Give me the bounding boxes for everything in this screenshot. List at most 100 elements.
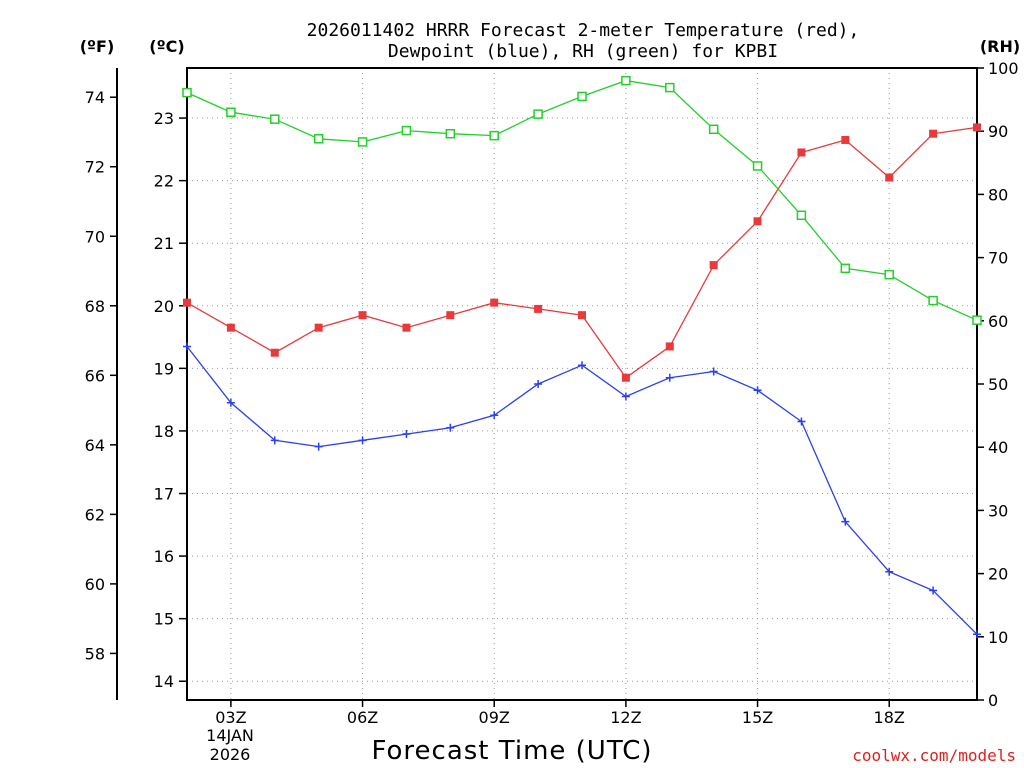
celsius-tick-label: 14 [154, 672, 174, 691]
chart-title-line-1: 2026011402 HRRR Forecast 2-meter Tempera… [307, 20, 860, 41]
site-credit: coolwx.com/models [852, 746, 1016, 765]
dewpoint-point [226, 398, 235, 407]
temperature-point [753, 217, 762, 226]
dewpoint-point [578, 361, 586, 370]
temperature-point [578, 311, 586, 320]
temperature-line [186, 126, 978, 379]
x-tick-label: 09Z [479, 708, 510, 727]
fahrenheit-tick-label: 74 [85, 88, 105, 107]
dewpoint-point [797, 417, 806, 426]
rh-tick-label: 20 [988, 565, 1008, 584]
fahrenheit-tick-label: 58 [85, 644, 105, 663]
fahrenheit-unit-label: (ºF) [80, 37, 115, 56]
temperature-point [841, 135, 850, 144]
rh-point [928, 295, 938, 306]
rh-point [401, 125, 412, 136]
temperature-point [709, 261, 718, 270]
fahrenheit-tick-label: 64 [85, 436, 105, 455]
dewpoint-point [665, 373, 674, 382]
celsius-tick-label: 20 [154, 297, 174, 316]
rh-tick-label: 80 [988, 185, 1008, 204]
rh-point [884, 269, 894, 280]
temperature-point [490, 298, 499, 307]
celsius-tick-label: 15 [154, 610, 174, 629]
series-layer [182, 75, 982, 639]
date-label-day: 14JAN [206, 726, 254, 745]
fahrenheit-tick-label: 62 [85, 505, 105, 524]
fahrenheit-tick-label: 60 [85, 575, 105, 594]
temperature-point [358, 311, 367, 320]
dewpoint-point [358, 436, 367, 445]
dewpoint-point [973, 630, 981, 639]
celsius-unit-label: (ºC) [149, 37, 184, 56]
temperature-point [314, 323, 323, 332]
plot-frame [186, 67, 978, 701]
rh-point [840, 263, 851, 274]
rh-tick-label: 0 [988, 691, 998, 710]
dewpoint-point [402, 430, 411, 439]
rh-point [972, 315, 982, 325]
dewpoint-point [929, 586, 938, 595]
fahrenheit-tick-label: 72 [85, 158, 105, 177]
rh-tick-label: 100 [988, 59, 1019, 78]
dewpoint-point [446, 423, 455, 432]
rh-point [708, 124, 719, 135]
celsius-tick-label: 17 [154, 485, 174, 504]
x-tick-label: 15Z [742, 708, 773, 727]
fahrenheit-tick-label: 66 [85, 366, 105, 385]
dewpoint-point [841, 517, 850, 526]
rh-point [752, 161, 763, 171]
rh-point [445, 128, 456, 139]
fahrenheit-tick-label: 70 [85, 227, 105, 246]
fahrenheit-tick-label: 68 [85, 297, 105, 316]
celsius-tick-label: 19 [154, 359, 174, 378]
rh-tick-label: 90 [988, 122, 1008, 141]
celsius-tick-label: 21 [154, 234, 174, 253]
temperature-point [621, 373, 630, 382]
rh-point [182, 87, 192, 98]
dewpoint-point [490, 411, 499, 420]
rh-point [533, 109, 543, 119]
rh-point [226, 107, 236, 117]
temperature-point [929, 129, 938, 138]
chart-title-line-2: Dewpoint (blue), RH (green) for KPBI [388, 41, 778, 62]
date-label-year: 2026 [210, 745, 251, 764]
temperature-point [534, 304, 543, 313]
x-axis-title: Forecast Time (UTC) [371, 736, 652, 766]
x-tick-label: 18Z [874, 708, 905, 727]
rh-tick-label: 50 [988, 375, 1008, 394]
axes-layer: 58 60 62 64 66 68 70 72 74 14 15 16 17 18 19 20 21 22 23 0 1… [85, 59, 1019, 727]
rh-tick-label: 70 [988, 249, 1008, 268]
dewpoint-point [621, 392, 630, 401]
x-tick-label: 12Z [610, 708, 641, 727]
celsius-tick-label: 18 [154, 422, 174, 441]
rh-point [489, 130, 499, 141]
x-tick-label: 06Z [347, 708, 378, 727]
dewpoint-point [885, 567, 894, 576]
temperature-point [226, 323, 235, 332]
celsius-tick-label: 23 [154, 109, 174, 128]
dewpoint-point [183, 342, 191, 351]
celsius-tick-label: 16 [154, 547, 174, 566]
celsius-tick-label: 22 [154, 172, 174, 191]
x-tick-label: 03Z [215, 708, 246, 727]
rh-point [577, 91, 587, 102]
rh-tick-label: 30 [988, 501, 1008, 520]
dewpoint-point [534, 380, 543, 388]
dewpoint-point [709, 367, 718, 376]
rh-tick-label: 60 [988, 312, 1008, 331]
rh-point [665, 82, 675, 93]
rh-point [357, 137, 368, 147]
rh-point [621, 75, 631, 86]
temperature-point [270, 348, 279, 357]
temperature-point [885, 173, 894, 182]
rh-point [796, 210, 807, 221]
temperature-point [665, 342, 674, 351]
temperature-point [446, 311, 455, 320]
rh-tick-label: 10 [988, 628, 1008, 647]
dewpoint-point [753, 386, 762, 395]
temperature-point [797, 148, 806, 157]
rh-line [186, 79, 978, 321]
temperature-point [183, 298, 191, 307]
